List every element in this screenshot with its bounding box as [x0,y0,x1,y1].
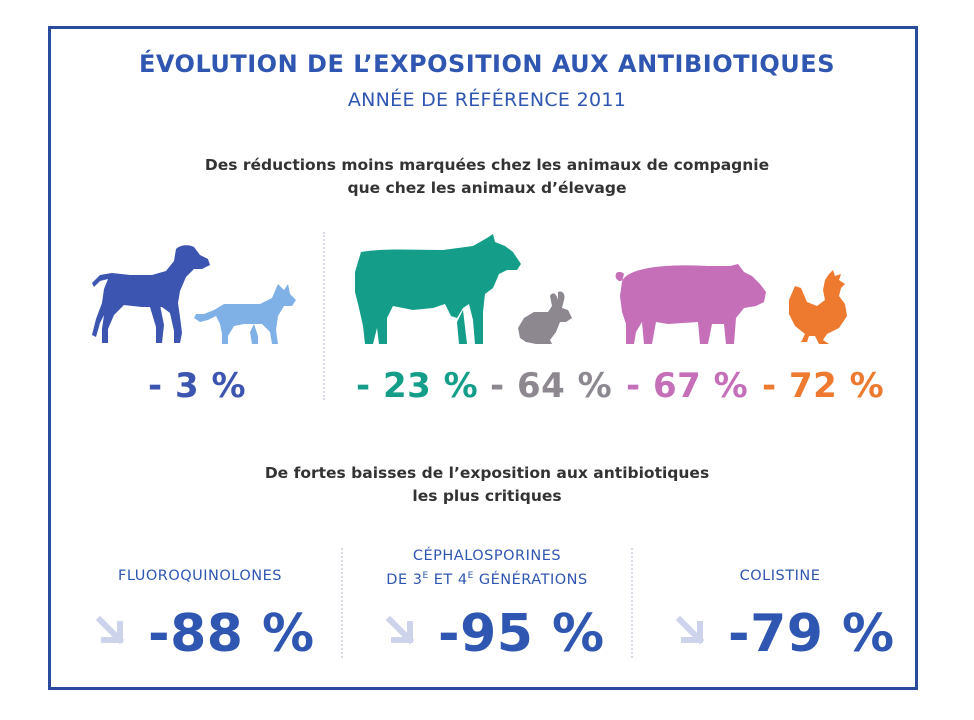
cephalosporines-label-line2: DE 3E ET 4E GÉNÉRATIONS [356,566,618,590]
chicken-percentage: - 72 % [762,366,885,406]
animals-section-heading: Des réductions moins marquées chez les a… [0,154,974,200]
generation-prefix: DE 3 [386,571,423,588]
infographic-frame [48,26,918,690]
arrow-down-right-icon [95,615,125,645]
critical-heading-line1: De fortes baisses de l’exposition aux an… [264,464,710,482]
critical-divider-1 [341,548,343,658]
cat-icon [194,284,296,344]
colistine-label: COLISTINE [660,566,900,586]
arrow-down-right-icon [385,615,415,645]
rabbit-icon [518,291,572,344]
infographic-title: ÉVOLUTION DE L’EXPOSITION AUX ANTIBIOTIQ… [139,50,835,78]
generation-mid: ET 4 [428,571,468,588]
fluoroquinolones-label-text: FLUOROQUINOLONES [118,568,282,584]
pig-icon [615,264,766,344]
colistine-percentage: -79 % [728,604,895,664]
cow-percentage: - 23 % [356,366,479,406]
animals-heading-line1: Des réductions moins marquées chez les a… [204,156,770,174]
critical-heading-line2: les plus critiques [412,487,562,505]
cephalosporines-percentage: -95 % [438,604,605,664]
arrow-down-right-icon [675,615,705,645]
generation-sup-2: E [467,571,474,581]
animals-heading-line2: que chez les animaux d’élevage [347,179,627,197]
cow-icon [355,234,521,344]
cephalosporines-label: CÉPHALOSPORINES DE 3E ET 4E GÉNÉRATIONS [356,546,618,590]
pets-livestock-divider [323,232,325,400]
generation-suffix: GÉNÉRATIONS [473,571,588,588]
rabbit-percentage: - 64 % [490,366,613,406]
pig-percentage: - 67 % [626,366,749,406]
colistine-label-text: COLISTINE [739,568,821,584]
pets-percentage: - 3 % [148,366,247,406]
chicken-icon [789,270,847,344]
critical-section-heading: De fortes baisses de l’exposition aux an… [0,462,974,508]
critical-divider-2 [631,548,633,658]
cephalosporines-label-line1: CÉPHALOSPORINES [412,548,562,564]
infographic-subtitle: ANNÉE DE RÉFÉRENCE 2011 [347,89,627,111]
dog-icon [92,245,210,343]
fluoroquinolones-percentage: -88 % [148,604,315,664]
generation-sup-1: E [422,571,429,581]
fluoroquinolones-label: FLUOROQUINOLONES [90,566,310,586]
